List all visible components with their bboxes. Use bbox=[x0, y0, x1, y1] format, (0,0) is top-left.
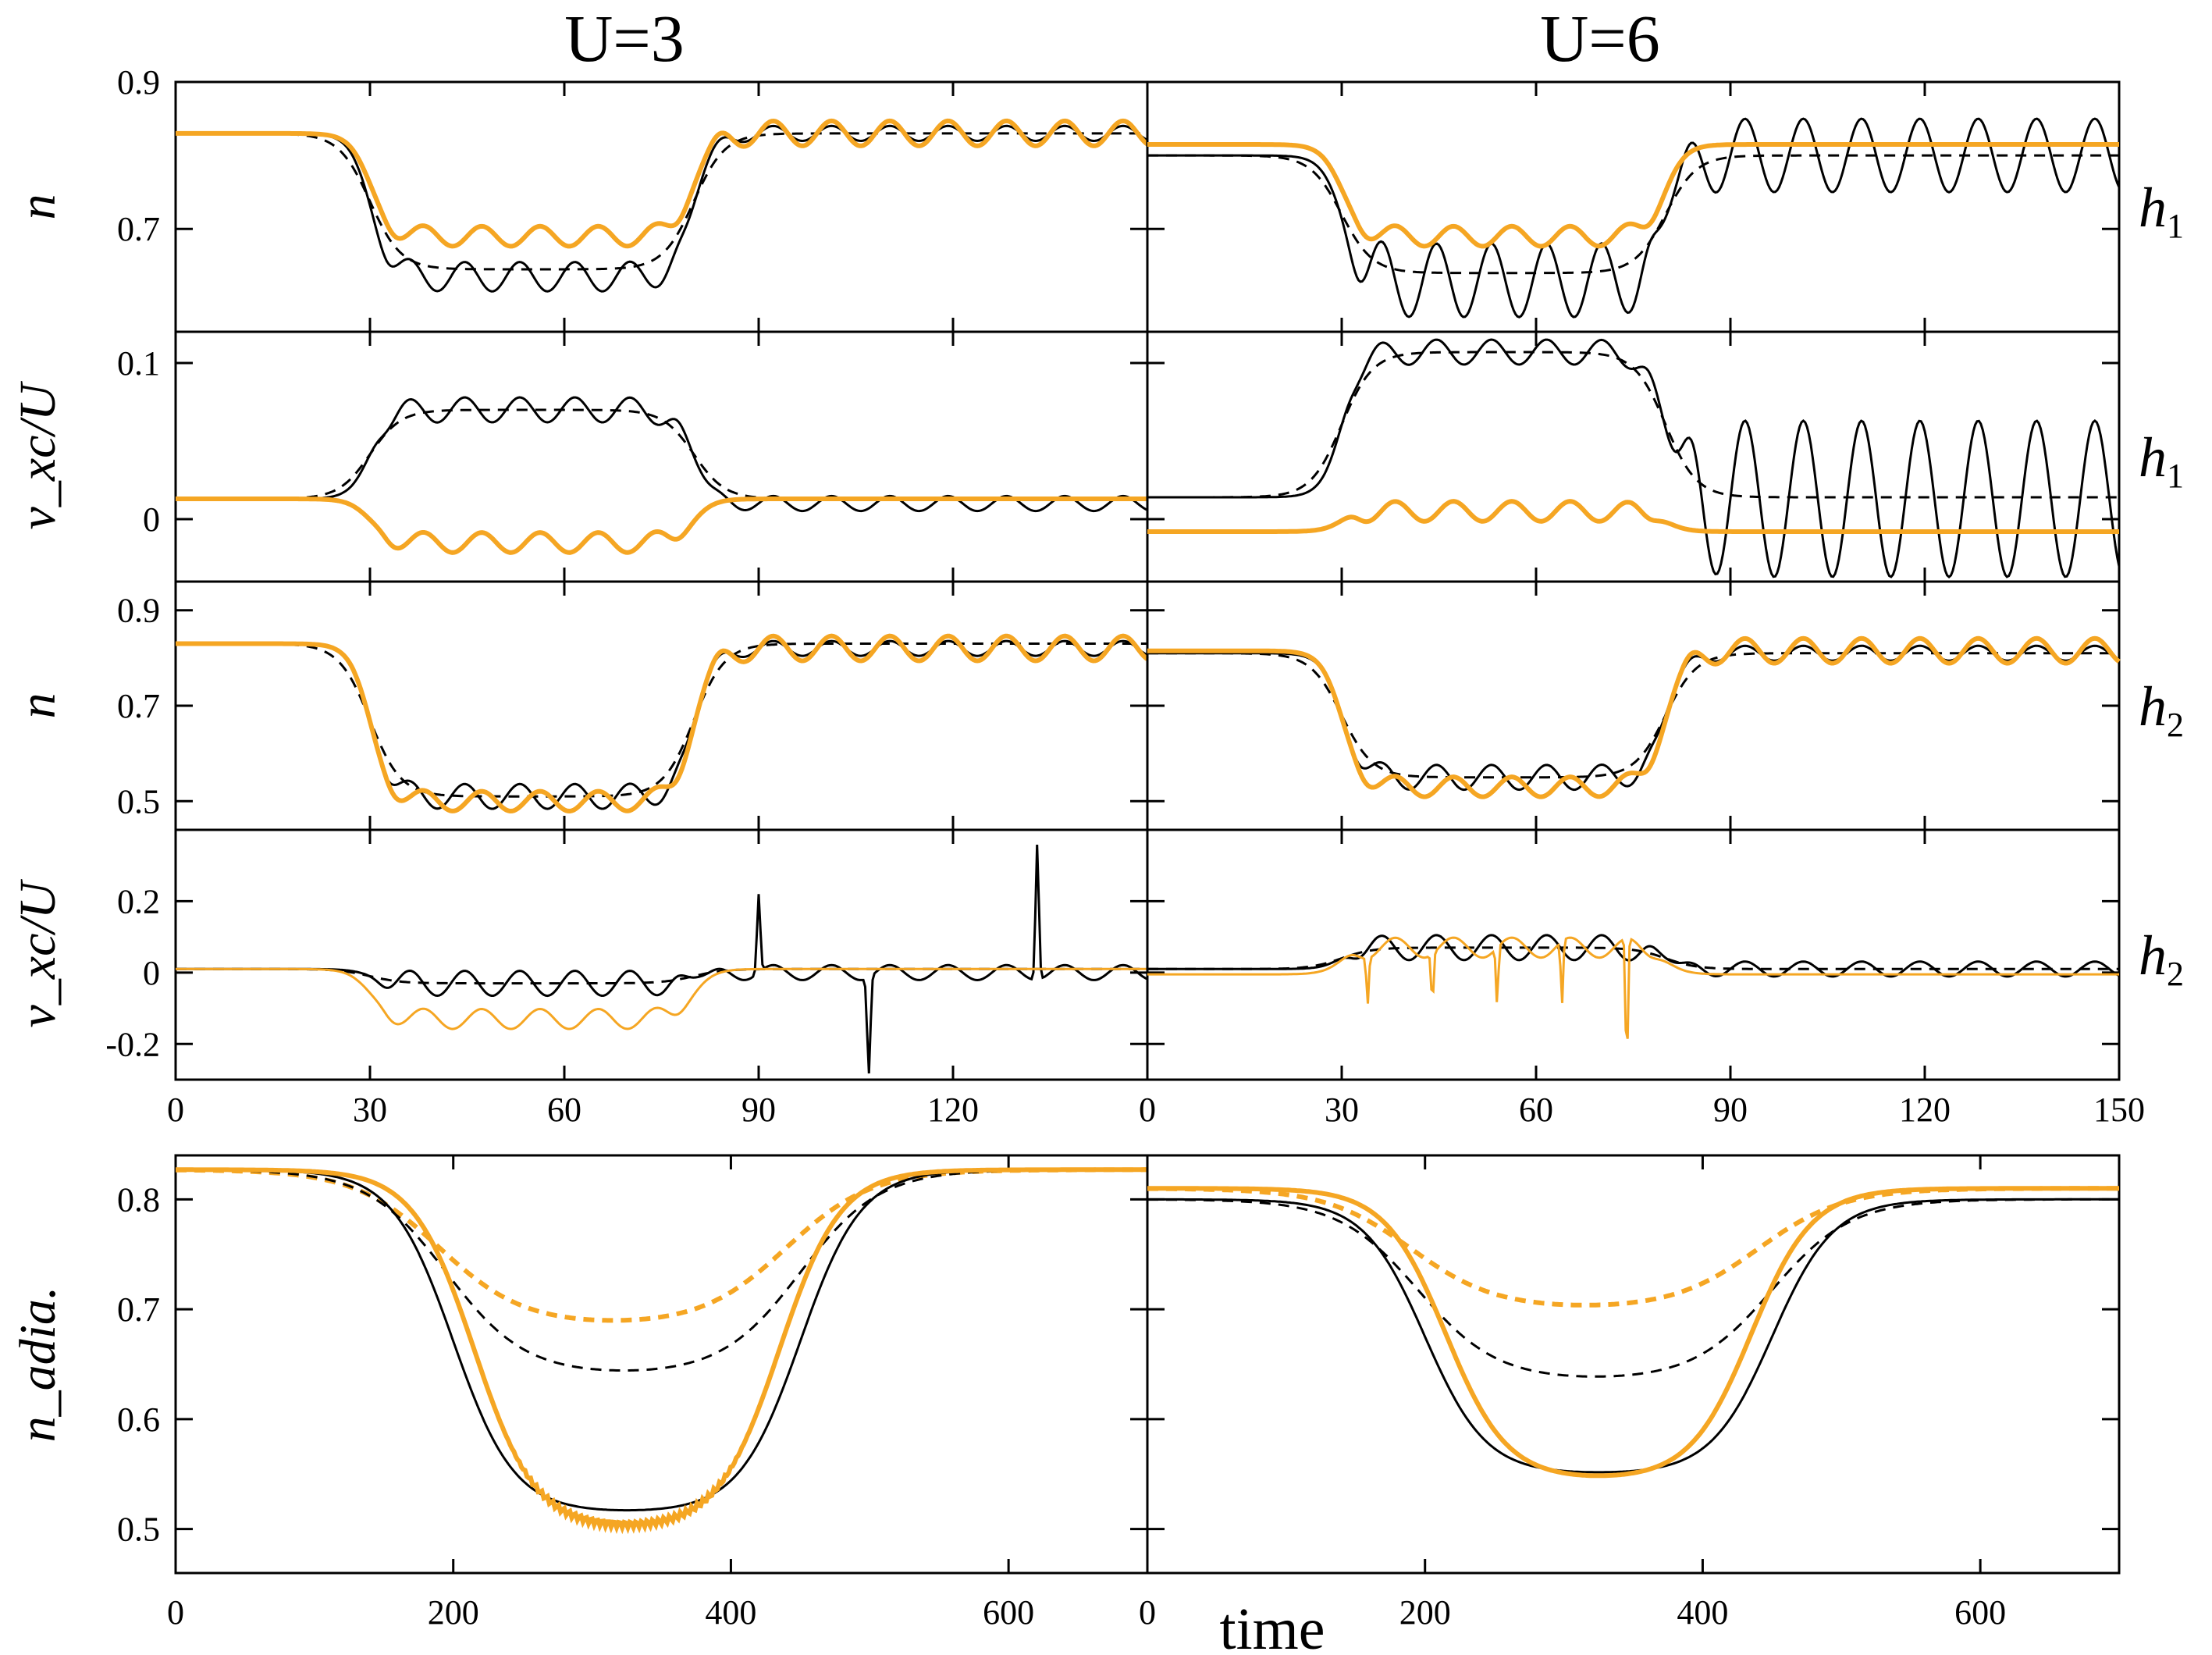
x-tick-label: 200 bbox=[428, 1593, 479, 1632]
x-tick-label: 30 bbox=[1325, 1091, 1359, 1129]
series-exact bbox=[176, 124, 1148, 293]
x-tick-label: 30 bbox=[353, 1091, 387, 1129]
row-side-label-sub: 2 bbox=[2167, 955, 2184, 993]
x-tick-label: 0 bbox=[1139, 1091, 1156, 1129]
y-tick-label: 0.8 bbox=[117, 1180, 160, 1219]
x-tick-label: 120 bbox=[1899, 1091, 1951, 1129]
series-approximate bbox=[176, 118, 1149, 249]
series-approximate bbox=[176, 967, 1147, 1030]
series-exact bbox=[176, 396, 1148, 513]
y-axis-title: n bbox=[9, 194, 66, 220]
series-exact bbox=[1147, 117, 2121, 319]
x-tick-label: 90 bbox=[741, 1091, 776, 1129]
panel-frame-U6-n_adia bbox=[1146, 1154, 2121, 1575]
y-axis-title: v_xc/U bbox=[9, 878, 66, 1027]
x-tick-label: 400 bbox=[705, 1593, 756, 1632]
series-exact bbox=[1147, 644, 2120, 792]
series-adiabatic-exact bbox=[176, 967, 1147, 985]
series-adiabatic-approximate bbox=[176, 1167, 1147, 1323]
col-title-u3: U=3 bbox=[564, 1, 685, 76]
series-exact bbox=[176, 1168, 1147, 1512]
series-approximate bbox=[176, 496, 1147, 555]
series-approximate bbox=[176, 633, 1149, 814]
panel-frame-U3-vxc_h2 bbox=[174, 828, 1149, 1081]
x-axis-title: time bbox=[1219, 1596, 1325, 1655]
panel-frame-U6-n_h1 bbox=[1146, 80, 2121, 333]
y-tick-label: 0.9 bbox=[117, 592, 160, 630]
series-exact bbox=[176, 845, 1148, 1074]
col-title-u6: U=6 bbox=[1540, 1, 1660, 76]
series-exact bbox=[1147, 338, 2121, 578]
y-tick-label: 0.9 bbox=[117, 63, 160, 101]
x-tick-label: 60 bbox=[547, 1091, 581, 1129]
panel-frame-U3-n_adia bbox=[174, 1154, 1149, 1575]
y-tick-label: 0 bbox=[143, 954, 160, 992]
series-adiabatic-exact bbox=[176, 1168, 1147, 1372]
series-adiabatic-approximate bbox=[1147, 1186, 2119, 1308]
x-tick-label: 200 bbox=[1399, 1593, 1451, 1632]
series-approximate bbox=[1147, 635, 2121, 799]
panel-frame-U3-n_h1 bbox=[174, 80, 1149, 333]
x-tick-label: 600 bbox=[983, 1593, 1034, 1632]
row-side-label-sub: 2 bbox=[2167, 706, 2184, 744]
y-axis-title: n bbox=[9, 693, 66, 719]
y-tick-label: 0.2 bbox=[117, 882, 160, 920]
y-tick-label: 0.7 bbox=[117, 687, 160, 725]
y-tick-label: 0.7 bbox=[117, 1290, 160, 1329]
x-tick-label: 0 bbox=[1139, 1593, 1156, 1632]
x-tick-label: 90 bbox=[1713, 1091, 1748, 1129]
panel-frame-U3-vxc_h1 bbox=[174, 330, 1149, 583]
series-approximate bbox=[1147, 1186, 2119, 1479]
y-axis-title: n_adia. bbox=[9, 1287, 66, 1443]
x-tick-label: 150 bbox=[2093, 1091, 2145, 1129]
series-approximate bbox=[1147, 499, 2119, 534]
series-exact bbox=[1147, 1198, 2119, 1474]
y-tick-label: 0.1 bbox=[117, 344, 160, 383]
row-side-label: h1 bbox=[2139, 426, 2184, 495]
y-tick-label: 0.7 bbox=[117, 210, 160, 248]
y-tick-label: -0.2 bbox=[105, 1025, 160, 1063]
row-side-label: h2 bbox=[2139, 675, 2184, 744]
panel-frame-U6-n_h2 bbox=[1146, 580, 2121, 831]
series-approximate bbox=[1147, 142, 2119, 249]
row-side-label: h2 bbox=[2139, 924, 2184, 993]
series-adiabatic-exact bbox=[176, 642, 1147, 798]
series-adiabatic-exact bbox=[176, 132, 1147, 271]
series-approximate bbox=[176, 1167, 1147, 1535]
y-tick-label: 0.5 bbox=[117, 782, 160, 820]
y-tick-label: 0 bbox=[143, 500, 160, 539]
x-tick-label: 120 bbox=[927, 1091, 979, 1129]
row-side-label: h1 bbox=[2139, 176, 2184, 245]
series-exact bbox=[176, 639, 1148, 810]
x-tick-label: 60 bbox=[1519, 1091, 1553, 1129]
series-adiabatic-exact bbox=[1147, 946, 2119, 970]
x-tick-label: 600 bbox=[1954, 1593, 2006, 1632]
row-side-label-sub: 1 bbox=[2167, 207, 2184, 245]
series-adiabatic-exact bbox=[1147, 351, 2119, 499]
x-tick-label: 400 bbox=[1677, 1593, 1728, 1632]
panel-frame-U3-n_h2 bbox=[174, 580, 1149, 831]
series-adiabatic-exact bbox=[1147, 154, 2119, 275]
y-tick-label: 0.5 bbox=[117, 1511, 160, 1549]
panel-frame-U6-vxc_h2 bbox=[1146, 828, 2121, 1081]
y-tick-label: 0.6 bbox=[117, 1401, 160, 1439]
series-adiabatic-exact bbox=[1147, 1198, 2119, 1378]
row-side-label-sub: 1 bbox=[2167, 457, 2184, 495]
x-tick-label: 0 bbox=[167, 1091, 184, 1129]
series-adiabatic-exact bbox=[1147, 652, 2119, 779]
series-approximate bbox=[1147, 936, 2119, 1039]
x-tick-label: 0 bbox=[167, 1593, 184, 1632]
y-axis-title: v_xc/U bbox=[9, 380, 66, 529]
